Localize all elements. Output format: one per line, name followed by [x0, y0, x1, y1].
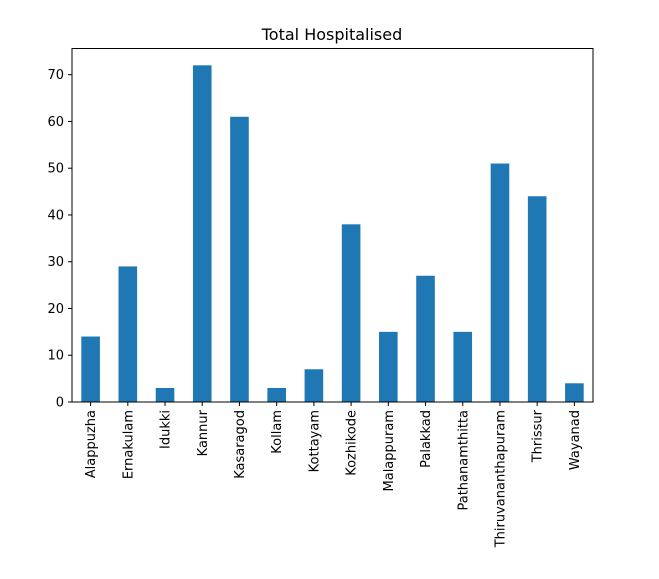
x-tick-label: Thrissur [531, 409, 546, 463]
bar-kannur [192, 65, 212, 402]
x-tick-label: Pathanamthitta [456, 410, 471, 511]
bar-palakkad [416, 275, 435, 402]
bar-pathanamthitta [453, 331, 473, 402]
axes-layer: Alappuzha Ernakulam Idukki Kannur Kasaragod K… [47, 68, 582, 548]
bar-malappuram [379, 331, 398, 402]
y-tick-label: 0 [56, 396, 64, 411]
y-tick-label: 40 [47, 208, 64, 223]
y-tick-label: 10 [47, 349, 64, 364]
x-tick-label: Kasaragod [233, 410, 248, 479]
x-tick-label: Idukki [159, 410, 174, 449]
bar-thiruvananthapuram [490, 163, 510, 402]
bar-thrissur [527, 196, 547, 402]
y-tick-label: 20 [47, 302, 64, 317]
x-tick-label: Kottayam [307, 410, 322, 472]
x-tick-label: Alappuzha [84, 410, 99, 478]
y-tick-label: 60 [47, 115, 64, 130]
bar-idukki [155, 387, 175, 402]
x-tick-label: Wayanad [568, 410, 583, 470]
bar-wayanad [565, 383, 584, 402]
y-tick-label: 70 [47, 68, 64, 83]
x-tick-label: Malappuram [382, 410, 397, 491]
bar-ernakulam [118, 266, 138, 402]
x-tick-label: Thiruvananthapuram [493, 410, 508, 548]
bar-alappuzha [81, 336, 100, 402]
bar-kozhikode [341, 224, 361, 402]
bar-kottayam [304, 369, 324, 402]
bar-kasaragod [230, 116, 249, 402]
y-tick-label: 30 [47, 255, 64, 270]
x-tick-label: Kollam [270, 410, 285, 454]
x-tick-label: Ernakulam [121, 410, 136, 479]
bar-kollam [267, 387, 286, 402]
x-tick-label: Palakkad [419, 410, 434, 468]
x-tick-label: Kozhikode [345, 410, 360, 476]
x-tick-label: Kannur [196, 409, 211, 456]
bars-layer [81, 65, 584, 402]
y-tick-label: 50 [47, 162, 64, 177]
chart-title: Total Hospitalised [261, 25, 403, 44]
plot-frame [71, 48, 594, 403]
